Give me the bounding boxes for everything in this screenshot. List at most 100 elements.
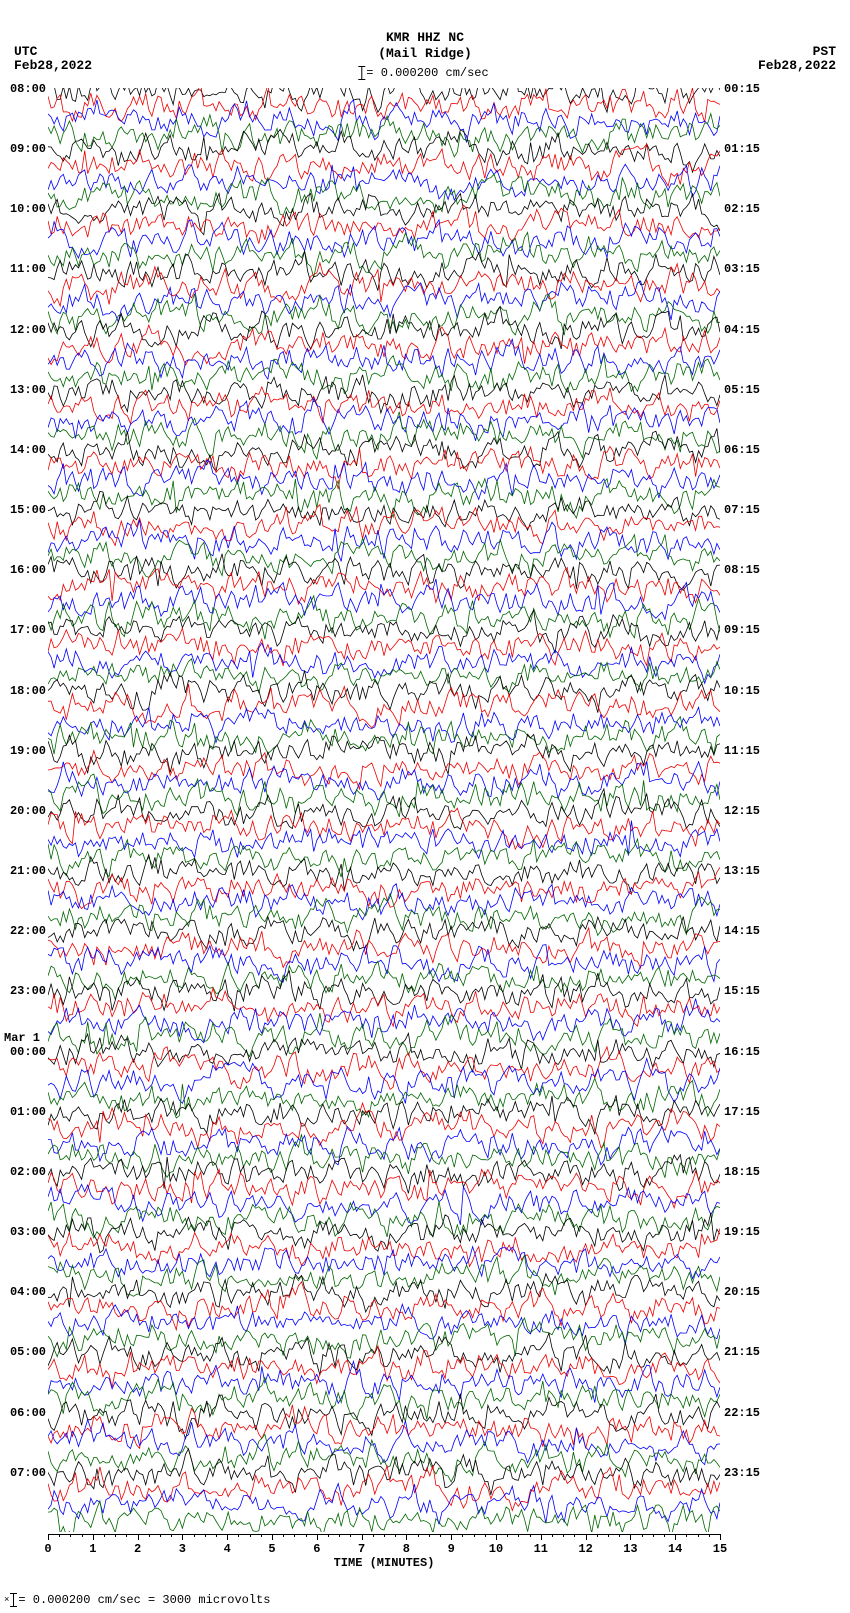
trace-line [48,988,720,1026]
x-minor-tick [59,1534,60,1537]
x-minor-tick [115,1534,116,1537]
x-minor-tick [126,1534,127,1537]
x-minor-tick [328,1534,329,1537]
tz-left-name: UTC [14,44,37,59]
utc-hour-label: 01:00 [2,1105,46,1119]
trace-line [48,596,720,640]
x-minor-tick [171,1534,172,1537]
day-marker: Mar 1 [4,1031,40,1045]
x-minor-tick [384,1534,385,1537]
utc-hour-label: 19:00 [2,744,46,758]
x-minor-tick [709,1534,710,1537]
x-axis-title: TIME (MINUTES) [334,1556,435,1570]
pst-hour-label: 02:15 [724,202,760,216]
x-minor-tick [429,1534,430,1537]
pst-hour-label: 22:15 [724,1406,760,1420]
tz-left-date: Feb28,2022 [14,58,92,73]
x-minor-tick [104,1534,105,1537]
x-minor-tick [485,1534,486,1537]
trace-line [48,505,720,546]
utc-hour-label: 12:00 [2,323,46,337]
pst-hour-label: 19:15 [724,1225,760,1239]
pst-hour-label: 13:15 [724,864,760,878]
x-tick-label: 5 [268,1542,275,1556]
pst-hour-label: 15:15 [724,984,760,998]
x-minor-tick [574,1534,575,1537]
x-minor-tick [653,1534,654,1537]
seismogram-container: KMR HHZ NC (Mail Ridge) UTC Feb28,2022 P… [0,0,850,1613]
pst-hour-label: 21:15 [724,1345,760,1359]
x-minor-tick [664,1534,665,1537]
x-major-tick [317,1534,318,1540]
footer-mult: × [4,1595,9,1605]
x-minor-tick [507,1534,508,1537]
x-minor-tick [597,1534,598,1537]
x-tick-label: 8 [403,1542,410,1556]
x-minor-tick [238,1534,239,1537]
trace-line [48,893,720,935]
x-minor-tick [373,1534,374,1537]
trace-line [48,263,720,306]
x-tick-label: 4 [224,1542,231,1556]
trace-line [48,568,720,605]
x-axis: 0123456789101112131415 TIME (MINUTES) [48,1534,720,1574]
utc-hour-label: 20:00 [2,804,46,818]
pst-hour-label: 16:15 [724,1045,760,1059]
scale-bar-icon [361,66,362,80]
pst-hour-label: 23:15 [724,1466,760,1480]
scale-legend: = 0.000200 cm/sec [361,66,488,80]
x-minor-tick [462,1534,463,1537]
footer-scale-bar-icon [13,1593,14,1607]
trace-line [48,491,720,530]
trace-line [48,375,720,413]
trace-line [48,734,720,774]
x-minor-tick [418,1534,419,1537]
x-minor-tick [82,1534,83,1537]
trace-line [48,579,720,620]
utc-hour-label: 04:00 [2,1285,46,1299]
x-minor-tick [294,1534,295,1537]
tz-right-name: PST [813,44,836,59]
pst-hour-label: 10:15 [724,684,760,698]
x-minor-tick [619,1534,620,1537]
utc-hour-label: 21:00 [2,864,46,878]
x-minor-tick [474,1534,475,1537]
trace-line [48,1134,720,1178]
scale-text: = 0.000200 cm/sec [366,66,488,80]
trace-line [48,628,720,666]
pst-hour-label: 14:15 [724,924,760,938]
utc-hour-label: 18:00 [2,684,46,698]
utc-hour-label: 00:00 [2,1045,46,1059]
trace-line [48,789,720,829]
x-minor-tick [149,1534,150,1537]
x-minor-tick [608,1534,609,1537]
x-minor-tick [306,1534,307,1537]
utc-hour-label: 17:00 [2,623,46,637]
trace-line [48,307,720,349]
utc-hour-label: 15:00 [2,503,46,517]
utc-hour-label: 22:00 [2,924,46,938]
x-tick-label: 13 [623,1542,637,1556]
x-minor-tick [440,1534,441,1537]
trace-line [48,670,720,712]
x-major-tick [406,1534,407,1540]
x-minor-tick [642,1534,643,1537]
trace-line [48,928,720,968]
x-tick-label: 7 [358,1542,365,1556]
x-major-tick [451,1534,452,1540]
x-minor-tick [339,1534,340,1537]
utc-hour-label: 10:00 [2,202,46,216]
pst-hour-label: 09:15 [724,623,760,637]
pst-hour-label: 03:15 [724,262,760,276]
x-minor-tick [205,1534,206,1537]
pst-hour-label: 17:15 [724,1105,760,1119]
utc-hour-label: 03:00 [2,1225,46,1239]
trace-line [48,1501,720,1532]
x-tick-label: 0 [44,1542,51,1556]
tz-right-date: Feb28,2022 [758,58,836,73]
x-minor-tick [563,1534,564,1537]
x-major-tick [227,1534,228,1540]
x-minor-tick [283,1534,284,1537]
x-major-tick [138,1534,139,1540]
utc-hour-label: 14:00 [2,443,46,457]
